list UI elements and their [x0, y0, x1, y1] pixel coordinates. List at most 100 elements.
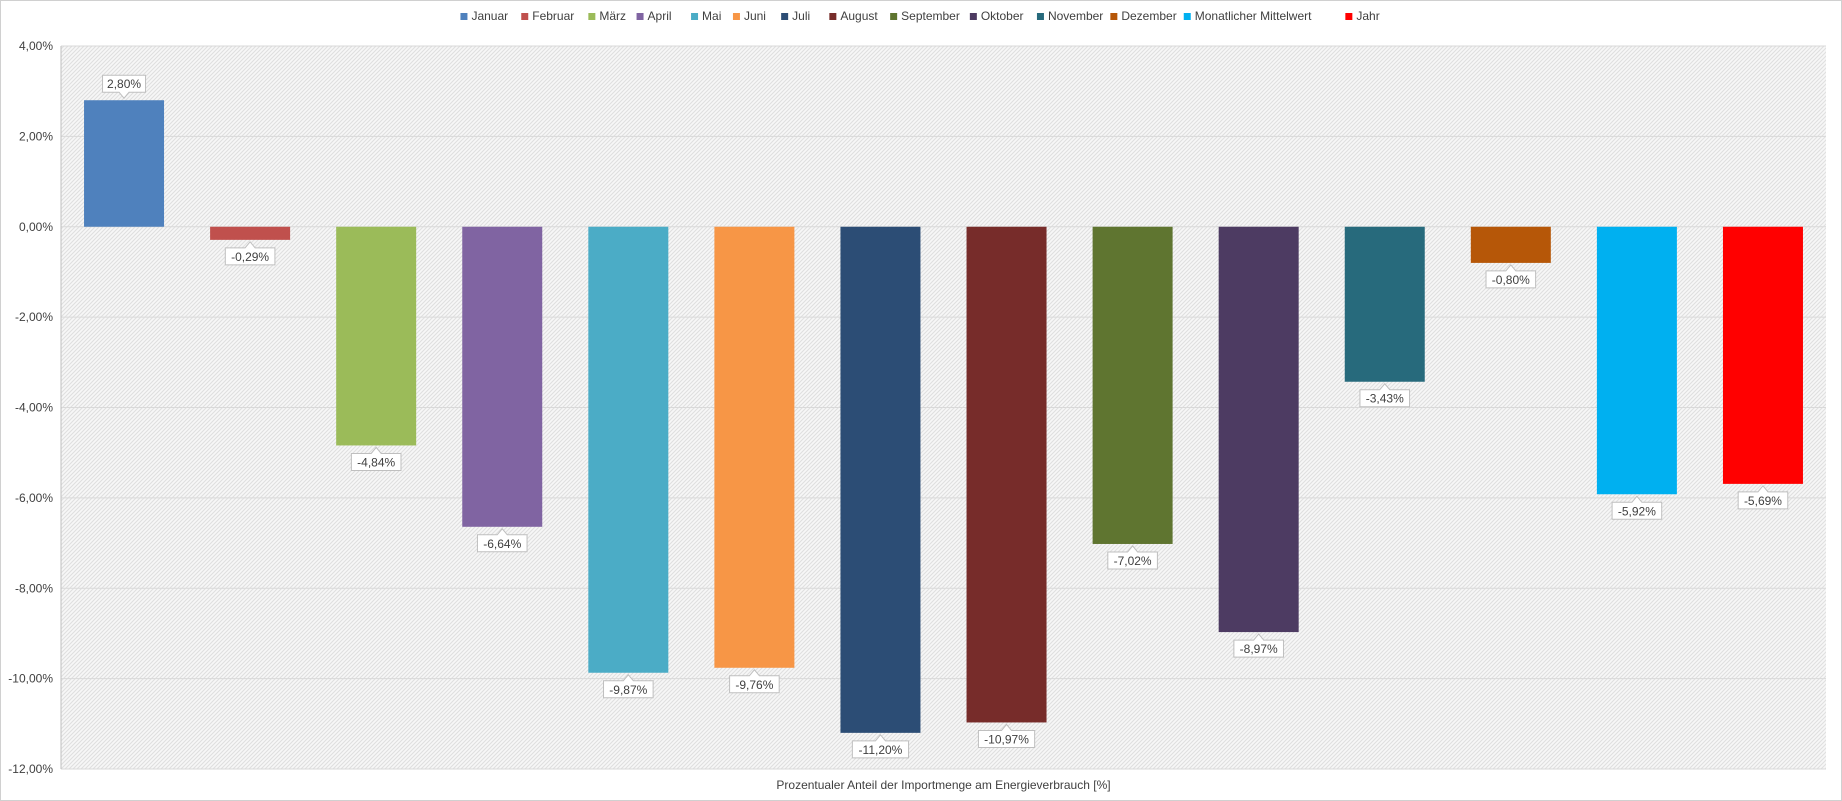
legend-item: November: [1036, 9, 1103, 23]
data-label-text: -0,29%: [231, 250, 269, 264]
y-tick-label: 0,00%: [19, 220, 53, 234]
y-tick-label: 2,00%: [19, 129, 53, 143]
bar-juli: [840, 226, 921, 733]
y-tick-label: 4,00%: [19, 39, 53, 53]
bar-oktober: [1218, 226, 1299, 633]
data-label-text: -9,87%: [609, 683, 647, 697]
legend-item: Juni: [732, 9, 766, 23]
legend-label: November: [1048, 9, 1103, 23]
data-label-box: [977, 723, 1036, 748]
data-label-box: [603, 673, 654, 699]
legend-item: Oktober: [969, 9, 1024, 23]
data-label-box: [851, 734, 910, 759]
legend-swatch: [1345, 13, 1353, 20]
legend-label: Februar: [532, 9, 574, 23]
data-label-box: [476, 528, 528, 553]
bars: [84, 100, 1803, 733]
data-labels: 2,80% -0,29% -4,84% -6,64% -9,87% -9,76% -11,2…: [102, 74, 1789, 759]
data-label-text: -10,97%: [984, 732, 1029, 746]
legend-label: Oktober: [981, 9, 1024, 23]
legend-swatch: [781, 13, 789, 20]
legend-item: Januar: [460, 9, 508, 23]
data-label-box: [350, 446, 402, 471]
data-label-box: [1737, 485, 1789, 510]
bar-august: [966, 226, 1047, 723]
data-label-box: [102, 74, 147, 100]
legend-swatch: [636, 13, 644, 20]
data-label-text: -11,20%: [859, 743, 903, 757]
legend-swatch: [1183, 13, 1191, 20]
data-label-box: [1107, 545, 1158, 570]
data-label-text: -7,02%: [1114, 554, 1152, 568]
bar-april: [462, 226, 543, 527]
legend-label: Jahr: [1356, 9, 1379, 23]
data-label-text: -5,69%: [1744, 494, 1782, 508]
data-label: -7,02%: [1107, 545, 1158, 570]
legend-label: August: [840, 9, 878, 23]
legend-item: September: [890, 9, 960, 23]
legend-item: Jahr: [1345, 9, 1380, 23]
bar-januar: [84, 100, 165, 227]
data-label-box: [1359, 382, 1411, 408]
y-tick-label: -10,00%: [8, 672, 53, 686]
data-label-text: -9,76%: [735, 678, 773, 692]
data-label-text: -8,97%: [1240, 642, 1278, 656]
legend-item: Februar: [521, 9, 574, 23]
data-label: -3,43%: [1359, 382, 1411, 408]
x-axis-label: Prozentualer Anteil der Importmenge am E…: [776, 778, 1110, 792]
legend-label: März: [599, 9, 626, 23]
y-tick-label: -8,00%: [15, 581, 53, 595]
data-label-box: [1611, 495, 1663, 520]
legend-swatch: [1110, 13, 1118, 20]
legend-swatch: [829, 13, 837, 20]
bar-juni: [714, 226, 795, 668]
y-tick-label: -4,00%: [15, 401, 53, 415]
legend-item: Juli: [781, 9, 810, 23]
bar-mai: [588, 226, 669, 673]
legend-label: Monatlicher Mittelwert: [1195, 9, 1312, 23]
legend-item: Monatlicher Mittelwert: [1183, 9, 1312, 23]
legend-item: Mai: [691, 9, 721, 23]
data-label-text: -0,80%: [1492, 273, 1530, 287]
legend-label: Januar: [471, 9, 508, 23]
legend-item: August: [829, 9, 878, 23]
data-label-text: -3,43%: [1366, 392, 1404, 406]
legend-swatch: [1036, 13, 1044, 20]
bar-m-rz: [336, 226, 417, 446]
legend-label: Juni: [744, 9, 766, 23]
data-label: -9,87%: [603, 673, 654, 699]
data-label-box: [1485, 264, 1537, 289]
data-label: -5,69%: [1737, 485, 1789, 510]
data-label-text: -6,64%: [483, 537, 521, 551]
legend-swatch: [588, 13, 596, 20]
data-label: -6,64%: [476, 528, 528, 553]
legend-item: Dezember: [1110, 9, 1177, 23]
legend-label: September: [901, 9, 960, 23]
data-label-text: -4,84%: [357, 455, 395, 469]
data-label: -0,80%: [1485, 264, 1537, 289]
legend-swatch: [890, 13, 898, 20]
data-label: -4,84%: [350, 446, 402, 471]
legend-swatch: [732, 13, 740, 20]
data-label: -11,20%: [851, 734, 910, 759]
y-tick-label: -2,00%: [15, 310, 53, 324]
legend-label: Dezember: [1121, 9, 1176, 23]
data-label: -8,97%: [1233, 633, 1284, 658]
data-label-box: [729, 668, 780, 694]
data-label-box: [1233, 633, 1284, 658]
data-label: 2,80%: [102, 74, 147, 100]
legend-swatch: [460, 13, 468, 20]
legend-swatch: [521, 13, 529, 20]
legend-item: März: [588, 9, 626, 23]
legend-item: April: [636, 9, 672, 23]
legend-swatch: [969, 13, 977, 20]
legend-label: Juli: [792, 9, 810, 23]
data-label: -10,97%: [977, 723, 1036, 748]
data-label: -9,76%: [729, 668, 780, 694]
bar-september: [1092, 226, 1173, 544]
data-label-box: [224, 241, 276, 266]
data-label-text: -5,92%: [1618, 504, 1656, 518]
bar-monatlicher-mittelwert: [1596, 226, 1677, 495]
bar-november: [1344, 226, 1425, 382]
